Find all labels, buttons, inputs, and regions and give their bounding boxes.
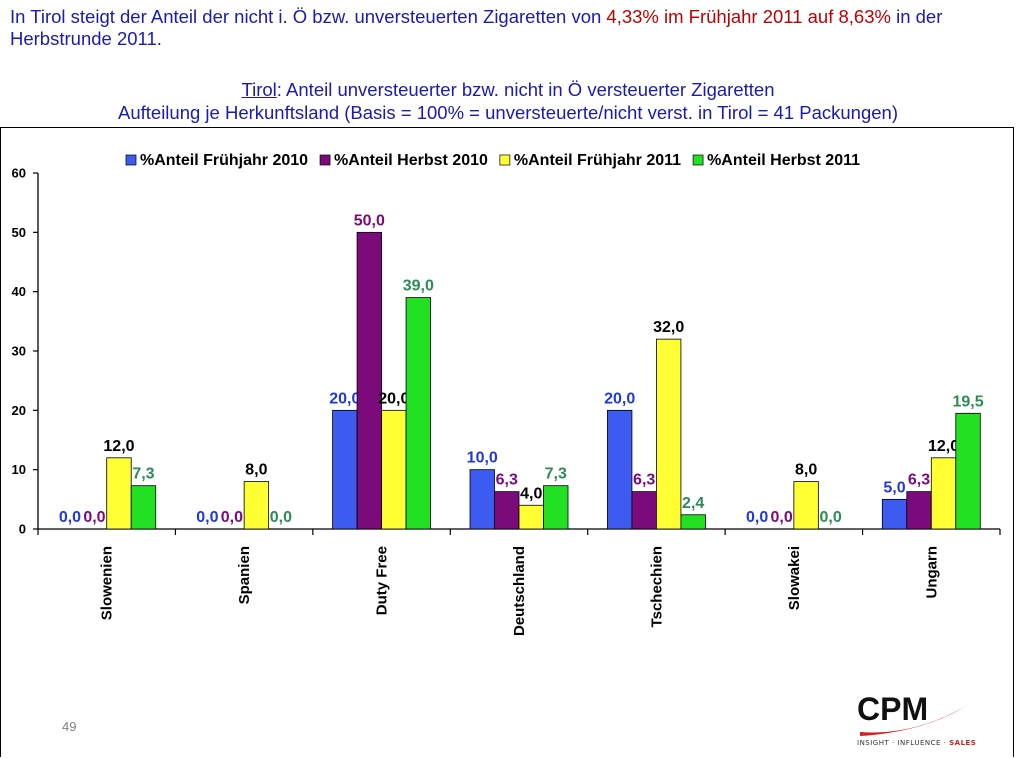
data-label: 4,0	[520, 485, 542, 502]
bar-1	[469, 469, 495, 530]
bar-2	[631, 491, 657, 530]
bar-1	[332, 409, 358, 530]
bar-3	[381, 409, 407, 530]
data-label: 8,0	[245, 462, 267, 479]
y-tick-label: 40	[12, 284, 26, 299]
data-label: 0,0	[819, 509, 841, 526]
page-number: 49	[62, 719, 77, 734]
bar-4	[405, 297, 431, 530]
legend-swatch	[499, 154, 511, 166]
data-label: 20,0	[329, 390, 360, 407]
data-label: 39,0	[403, 278, 434, 295]
logo-wordmark: CPM	[857, 691, 929, 727]
logo-swoosh-icon	[860, 706, 966, 736]
headline-text-1: In Tirol steigt der Anteil der nicht i. …	[10, 6, 607, 27]
bar-4	[130, 485, 157, 530]
y-tick-label: 30	[12, 344, 26, 359]
data-label: 6,3	[496, 472, 518, 489]
headline: In Tirol steigt der Anteil der nicht i. …	[10, 6, 1000, 50]
data-label: 0,0	[270, 509, 292, 526]
headline-highlight: 4,33% im Frühjahr 2011 auf 8,63%	[606, 6, 891, 27]
bar-2	[906, 491, 932, 530]
data-label: 0,0	[196, 509, 218, 526]
y-tick-label: 10	[12, 462, 26, 477]
subtitle-line1: : Anteil unversteuerter bzw. nicht in Ö …	[276, 79, 775, 100]
y-tick-label: 60	[12, 166, 26, 181]
bar-3	[106, 457, 132, 530]
legend-swatch	[319, 154, 331, 166]
y-tick-label: 50	[12, 225, 26, 240]
data-label: 0,0	[770, 509, 792, 526]
data-label: 12,0	[928, 438, 959, 455]
legend-label: %Anteil Herbst 2011	[707, 152, 860, 169]
data-label: 10,0	[467, 450, 498, 467]
data-label: 0,0	[221, 509, 243, 526]
category-label: Deutschland	[511, 546, 528, 636]
data-label: 7,3	[545, 466, 567, 483]
data-label: 0,0	[59, 509, 81, 526]
data-label: 8,0	[795, 462, 817, 479]
legend-label: %Anteil Frühjahr 2010	[140, 152, 308, 169]
legend-label: %Anteil Herbst 2010	[334, 152, 488, 169]
y-tick-label: 0	[19, 522, 26, 537]
data-label: 32,0	[653, 319, 684, 336]
data-label: 6,3	[633, 472, 655, 489]
data-label: 2,4	[682, 495, 704, 512]
bar-3	[930, 457, 957, 530]
bar-3	[793, 481, 819, 530]
data-label: 20,0	[604, 390, 635, 407]
headline-text-2: in der Herbstrunde 2011.	[10, 6, 943, 49]
logo-tagline-prefix: INSIGHT · INFLUENCE ·	[857, 739, 950, 747]
data-label: 6,3	[908, 472, 930, 489]
cpm-logo: CPM INSIGHT · INFLUENCE · SALES	[854, 691, 976, 752]
category-label: Duty Free	[374, 546, 391, 615]
slide-frame	[0, 127, 1014, 757]
subtitle-region: Tirol	[241, 79, 277, 100]
data-label: 12,0	[103, 438, 134, 455]
chart-subtitle: Tirol: Anteil unversteuerter bzw. nicht …	[0, 78, 1016, 124]
bar-3	[656, 338, 682, 530]
subtitle-line2: Aufteilung je Herkunftsland (Basis = 100…	[118, 102, 898, 123]
category-label: Slowakei	[786, 546, 803, 610]
data-label: 0,0	[746, 509, 768, 526]
y-tick-label: 20	[12, 403, 26, 418]
bar-3	[243, 481, 270, 530]
bar-3	[518, 504, 544, 530]
category-label: Tschechien	[648, 546, 665, 627]
category-label: Slowenien	[99, 546, 116, 620]
bar-1	[607, 409, 633, 530]
logo-tagline: INSIGHT · INFLUENCE · SALES	[857, 739, 976, 747]
category-label: Ungarn	[923, 546, 940, 599]
bar-2	[356, 231, 382, 530]
logo-tagline-sales: SALES	[949, 739, 977, 747]
bar-4	[680, 514, 706, 530]
data-label: 7,3	[132, 466, 154, 483]
data-label: 5,0	[883, 479, 905, 496]
bar-4	[955, 412, 981, 530]
data-label: 0,0	[83, 509, 105, 526]
bar-2	[494, 491, 520, 530]
data-label: 50,0	[354, 212, 385, 229]
bar-1	[881, 498, 908, 530]
legend-swatch	[125, 154, 137, 166]
legend-label: %Anteil Frühjahr 2011	[514, 152, 681, 169]
bar-4	[543, 485, 569, 530]
category-label: Spanien	[236, 546, 253, 604]
data-label: 20,0	[378, 390, 409, 407]
legend-swatch	[692, 154, 704, 166]
data-label: 19,5	[952, 393, 983, 410]
